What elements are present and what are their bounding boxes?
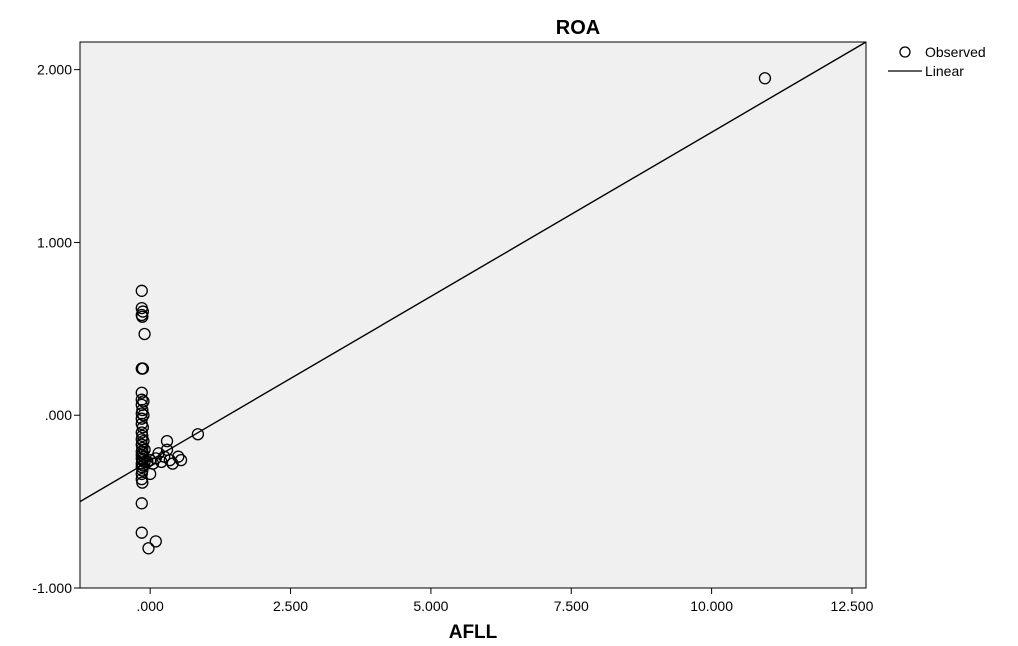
y-tick-label: 2.000 [37, 62, 72, 78]
legend-observed-label: Observed [925, 44, 986, 60]
observed-point [136, 362, 150, 375]
legend-observed-marker [899, 46, 911, 58]
legend: Observed Linear [888, 44, 986, 79]
observed-point [136, 421, 150, 434]
observed-point [149, 535, 162, 548]
observed-point [135, 284, 148, 297]
linear-fit-line [79, 41, 867, 503]
x-tick-label: 12.500 [831, 598, 874, 614]
legend-linear-label: Linear [925, 63, 964, 79]
x-tick-label: 7.500 [554, 598, 589, 614]
y-tick-label: 1.000 [37, 234, 72, 250]
x-axis: .000 2.500 5.000 7.500 10.000 12.500 [137, 588, 874, 614]
observed-point [135, 526, 148, 539]
x-tick-label: 5.000 [413, 598, 448, 614]
y-tick-label: .000 [45, 407, 72, 423]
plot-area [79, 41, 867, 589]
observed-point [758, 72, 772, 85]
observed-point [141, 455, 154, 469]
observed-point [138, 327, 151, 341]
x-tick-label: .000 [137, 598, 164, 614]
linear-fit-layer [79, 41, 867, 503]
x-axis-label: AFLL [449, 622, 498, 643]
observed-points-layer [135, 72, 772, 555]
observed-point [191, 428, 205, 441]
observed-point [160, 434, 174, 448]
observed-point [136, 310, 149, 323]
observed-point [174, 453, 188, 467]
chart-title: ROA [556, 17, 600, 39]
observed-point [142, 542, 155, 555]
observed-point [135, 386, 148, 399]
x-tick-label: 10.000 [690, 598, 733, 614]
x-tick-label: 2.500 [273, 598, 308, 614]
observed-point [135, 497, 148, 510]
y-tick-label: -1.000 [32, 580, 72, 596]
y-axis: -1.000 .000 1.000 2.000 [32, 62, 80, 596]
observed-point [135, 412, 148, 425]
observed-point [172, 450, 185, 463]
observed-point [135, 467, 148, 481]
observed-point [144, 467, 157, 481]
observed-point [136, 476, 149, 489]
